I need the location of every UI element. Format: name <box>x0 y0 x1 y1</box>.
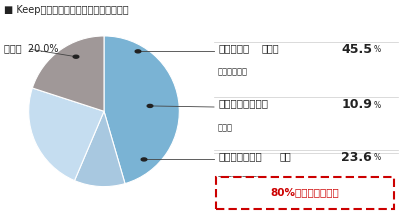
Wedge shape <box>104 36 179 184</box>
Text: 業務効率があがった: 業務効率があがった <box>218 175 263 184</box>
Wedge shape <box>74 111 125 187</box>
Text: 23.6: 23.6 <box>341 151 372 164</box>
Text: 管理が不要: 管理が不要 <box>218 43 249 53</box>
Text: %: % <box>374 153 381 162</box>
Text: その他  20.0%: その他 20.0% <box>4 43 58 53</box>
Text: %: % <box>374 101 381 110</box>
Text: 費用対効果は十分: 費用対効果は十分 <box>218 98 268 108</box>
Text: になり: になり <box>262 43 280 53</box>
Text: %: % <box>374 45 381 54</box>
Wedge shape <box>29 88 104 181</box>
Text: 45.5: 45.5 <box>341 43 372 56</box>
Text: 処理速度が速く: 処理速度が速く <box>218 151 262 161</box>
Text: にある: にある <box>218 123 233 132</box>
Wedge shape <box>32 36 104 111</box>
Text: ■ Keepシリーズをご利用いただいた感想: ■ Keepシリーズをご利用いただいた感想 <box>4 5 129 15</box>
Text: 10.9: 10.9 <box>341 98 372 111</box>
Text: 80%の効果あり評価: 80%の効果あり評価 <box>271 188 339 198</box>
Text: 便利になった: 便利になった <box>218 67 248 76</box>
Text: なり: なり <box>280 151 291 161</box>
